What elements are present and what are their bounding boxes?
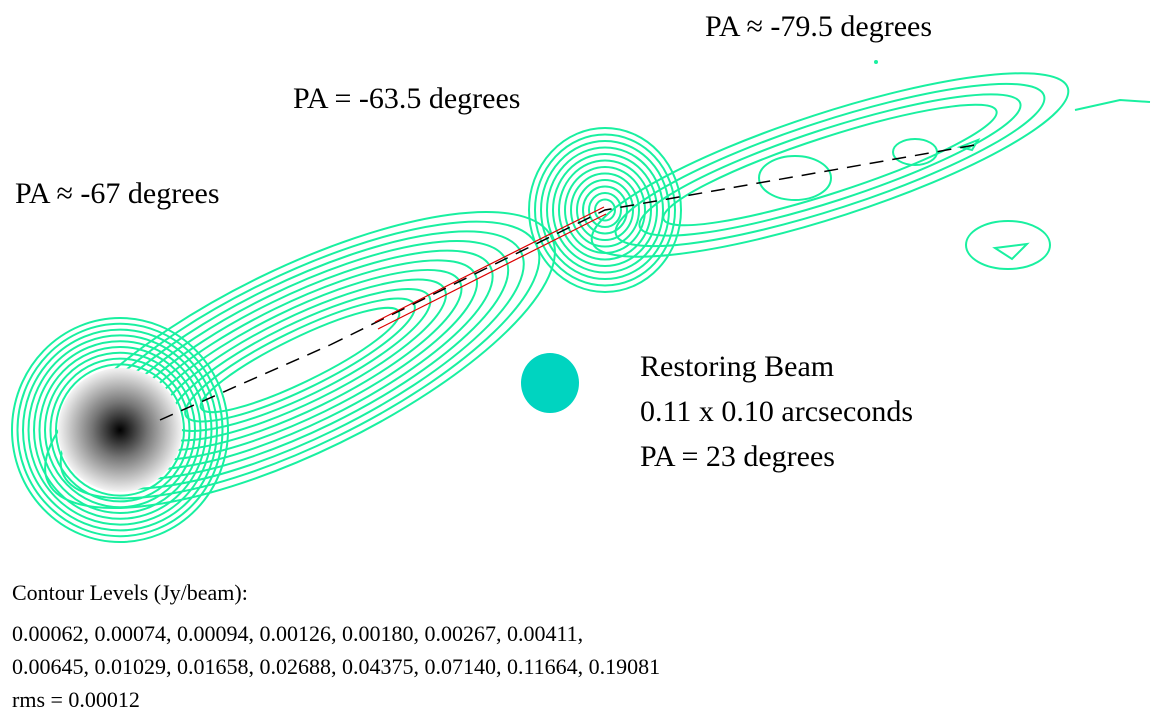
contour-dot xyxy=(874,60,878,64)
contour xyxy=(1075,100,1150,110)
contour-map xyxy=(8,38,1150,565)
restoring-beam xyxy=(521,353,579,413)
beam-size: 0.11 x 0.10 arcseconds xyxy=(640,395,913,428)
contour xyxy=(966,221,1050,269)
contour xyxy=(136,251,463,469)
contour xyxy=(759,156,831,200)
contour-levels: 0.00062, 0.00074, 0.00094, 0.00126, 0.00… xyxy=(12,621,583,646)
contour-title: Contour Levels (Jy/beam): xyxy=(12,580,248,605)
core-pixels xyxy=(58,368,182,492)
contour xyxy=(893,139,937,165)
pa-label: PA = -63.5 degrees xyxy=(293,82,520,115)
rms: rms = 0.00012 xyxy=(12,687,140,712)
pa-label: PA ≈ -79.5 degrees xyxy=(705,10,932,43)
figure: PA ≈ -79.5 degrees PA = -63.5 degrees PA… xyxy=(0,0,1167,722)
beam-title: Restoring Beam xyxy=(640,350,834,383)
contour xyxy=(602,54,1057,277)
contour-levels: 0.00645, 0.01029, 0.01658, 0.02688, 0.04… xyxy=(12,654,660,679)
pa-label: PA ≈ -67 degrees xyxy=(15,177,220,210)
beam-pa: PA = 23 degrees xyxy=(640,440,835,473)
contour xyxy=(995,244,1027,259)
